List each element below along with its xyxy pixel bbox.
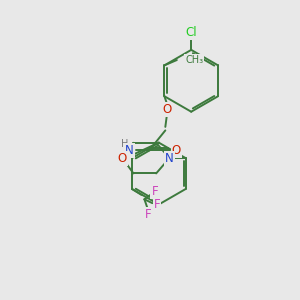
Text: F: F <box>154 198 160 211</box>
Text: F: F <box>145 208 151 220</box>
Text: O: O <box>117 152 127 165</box>
Text: CH₃: CH₃ <box>185 55 203 65</box>
Text: Cl: Cl <box>185 26 197 39</box>
Text: N: N <box>165 152 174 165</box>
Text: O: O <box>162 103 171 116</box>
Text: H: H <box>121 139 128 149</box>
Text: O: O <box>172 144 181 157</box>
Text: F: F <box>152 185 158 199</box>
Text: N: N <box>125 144 134 157</box>
